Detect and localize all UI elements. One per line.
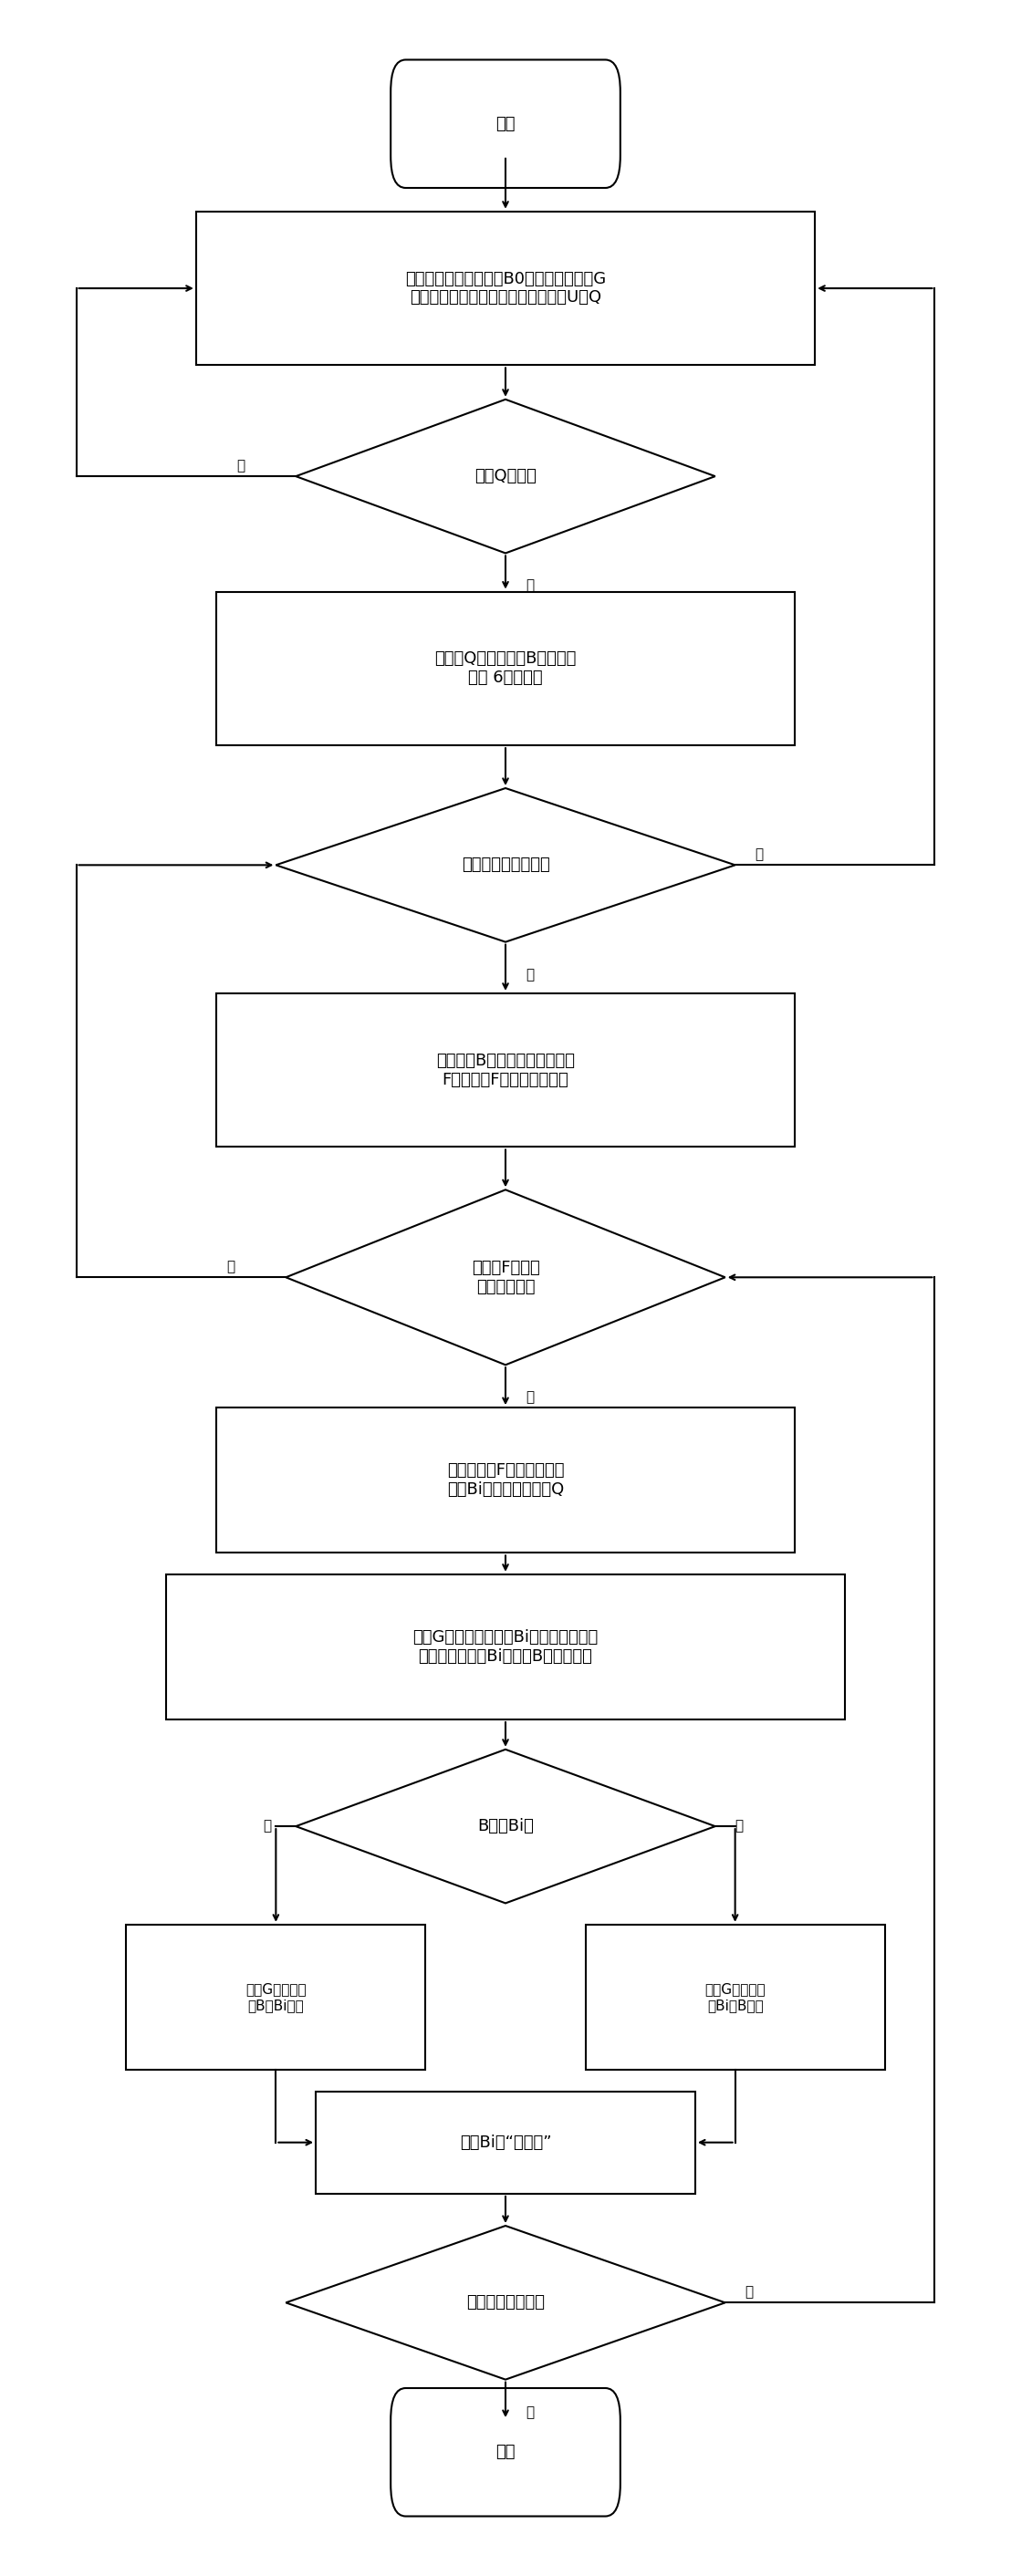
Text: 在图G中创建一个对应Bi的结点并根据视
点位置判断分块Bi与分块B的遗挡关系: 在图G中创建一个对应Bi的结点并根据视 点位置判断分块Bi与分块B的遗挡关系 — [412, 1628, 599, 1664]
Text: 在图G中创建一
条Bi到B的边: 在图G中创建一 条Bi到B的边 — [705, 1984, 765, 2012]
Text: 标记Bi为“已访问”: 标记Bi为“已访问” — [460, 2136, 551, 2151]
Polygon shape — [296, 399, 715, 554]
Text: 是: 是 — [526, 1391, 534, 1404]
Text: 否: 否 — [526, 580, 534, 592]
Polygon shape — [296, 1749, 715, 1904]
Text: 队列Q为空？: 队列Q为空？ — [474, 469, 537, 484]
Polygon shape — [286, 2226, 725, 2380]
Bar — [585, 1924, 885, 2069]
Text: B遗挡Bi？: B遗挡Bi？ — [477, 1819, 534, 1834]
Bar — [315, 2092, 696, 2195]
Text: 是: 是 — [237, 459, 245, 471]
Text: 还有与F邻接的
未访问分块？: 还有与F邻接的 未访问分块？ — [471, 1260, 540, 1296]
Text: 是: 是 — [526, 969, 534, 981]
FancyBboxPatch shape — [390, 2388, 621, 2517]
Text: 是: 是 — [745, 2285, 753, 2298]
Text: 结束: 结束 — [495, 2445, 516, 2460]
Bar — [216, 994, 795, 1146]
Bar — [216, 1406, 795, 1553]
Text: 在图G中创建一
条B到Bi的边: 在图G中创建一 条B到Bi的边 — [246, 1984, 306, 2012]
Text: 还有未访问分块？: 还有未访问分块？ — [466, 2295, 545, 2311]
FancyBboxPatch shape — [390, 59, 621, 188]
Text: 否: 否 — [735, 1819, 743, 1834]
Text: 是: 是 — [263, 1819, 271, 1834]
Text: 否: 否 — [526, 2406, 534, 2419]
Text: 取出一个与F邻接的未访问
分块Bi并将其加入队列Q: 取出一个与F邻接的未访问 分块Bi并将其加入队列Q — [447, 1463, 564, 1499]
Text: 从队列Q中取出分块B，依次检
查其 6个边界面: 从队列Q中取出分块B，依次检 查其 6个边界面 — [435, 652, 576, 685]
Polygon shape — [286, 1190, 725, 1365]
Bar — [196, 211, 815, 366]
Text: 否: 否 — [755, 848, 763, 860]
Text: 否: 否 — [226, 1260, 236, 1273]
Text: 取出分块B下一个未检查边界面
F，检查与F邻接的所有分块: 取出分块B下一个未检查边界面 F，检查与F邻接的所有分块 — [436, 1054, 575, 1087]
Text: 开始: 开始 — [495, 116, 516, 131]
Bar — [126, 1924, 426, 2069]
Text: 还有边界面未检查？: 还有边界面未检查？ — [461, 858, 550, 873]
Bar — [216, 592, 795, 744]
Bar — [166, 1574, 845, 1721]
Polygon shape — [276, 788, 735, 943]
Text: 取任意一个未访问分块B0，在遗挡关系图G
中建立一个对应结点，并将其加入队U列Q: 取任意一个未访问分块B0，在遗挡关系图G 中建立一个对应结点，并将其加入队U列Q — [405, 270, 606, 307]
